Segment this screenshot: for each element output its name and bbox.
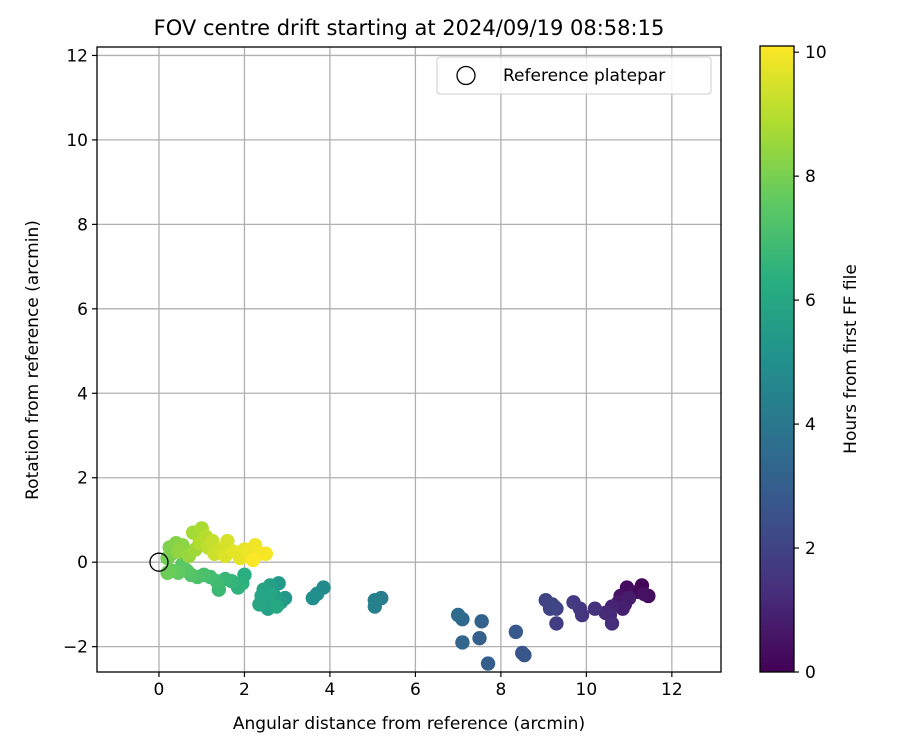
colorbar-tick-label: 8 — [805, 167, 816, 187]
x-tick-label: 4 — [325, 680, 336, 700]
colorbar-tick-label: 2 — [805, 539, 816, 559]
data-point — [547, 599, 562, 614]
reference-marker-group — [149, 552, 169, 572]
legend: Reference platepar — [436, 56, 712, 95]
data-point — [517, 647, 532, 663]
x-tick-label: 2 — [239, 680, 250, 700]
data-point — [220, 533, 235, 549]
data-point — [455, 635, 470, 650]
y-tick-label: 0 — [77, 553, 88, 573]
data-point — [549, 616, 564, 631]
colorbar-tick-label: 6 — [805, 291, 816, 311]
x-tick-label: 8 — [495, 680, 506, 700]
colorbar-ticks: 0 2 4 6 8 10 — [794, 43, 827, 683]
data-point — [472, 631, 487, 646]
data-point — [262, 586, 278, 602]
grid-lines — [97, 47, 721, 672]
data-point — [508, 624, 524, 640]
x-tick-label: 6 — [410, 680, 421, 700]
data-point — [621, 590, 637, 606]
y-tick-label: 10 — [66, 131, 88, 151]
legend-box — [436, 56, 712, 95]
y-axis-ticks: −2 0 2 4 6 8 10 12 — [63, 46, 97, 658]
colorbar-label: Hours from first FF file — [841, 264, 861, 454]
data-point — [305, 590, 321, 606]
reference-platepar-marker — [149, 552, 169, 572]
data-point — [245, 552, 261, 568]
legend-marker-icon — [456, 65, 476, 86]
data-point — [615, 601, 630, 616]
y-tick-label: 4 — [77, 384, 88, 404]
x-axis-label: Angular distance from reference (arcmin) — [233, 714, 585, 734]
chart-title: FOV centre drift starting at 2024/09/19 … — [154, 16, 665, 40]
colorbar-gradient — [760, 46, 794, 672]
y-tick-label: 8 — [77, 215, 88, 235]
x-axis-ticks: 0 2 4 6 8 10 12 — [154, 672, 683, 700]
data-point — [587, 601, 603, 616]
data-point — [258, 546, 274, 561]
y-tick-label: 6 — [77, 300, 88, 320]
colorbar-tick-label: 10 — [805, 43, 827, 63]
data-points — [160, 521, 656, 671]
data-point — [474, 614, 489, 629]
data-point — [450, 607, 466, 623]
data-point — [604, 616, 620, 631]
legend-label: Reference platepar — [503, 66, 665, 86]
data-point — [636, 586, 652, 602]
data-point — [480, 656, 496, 671]
data-point — [566, 595, 581, 610]
y-tick-label: 2 — [77, 469, 88, 489]
colorbar-tick-label: 4 — [805, 415, 816, 435]
data-point — [252, 597, 267, 612]
colorbar-frame — [759, 45, 795, 673]
y-tick-label: 12 — [66, 46, 88, 66]
data-point — [269, 599, 284, 614]
data-point — [160, 565, 175, 580]
x-tick-label: 12 — [661, 680, 683, 700]
plot-frame — [96, 46, 722, 673]
data-point — [367, 593, 383, 608]
y-tick-label: −2 — [63, 638, 88, 658]
x-tick-label: 10 — [576, 680, 598, 700]
y-axis-label: Rotation from reference (arcmin) — [23, 220, 43, 500]
colorbar-tick-label: 0 — [805, 663, 816, 683]
colorbar: 0 2 4 6 8 10 Hours from first FF file — [759, 43, 861, 683]
x-tick-label: 0 — [154, 680, 165, 700]
